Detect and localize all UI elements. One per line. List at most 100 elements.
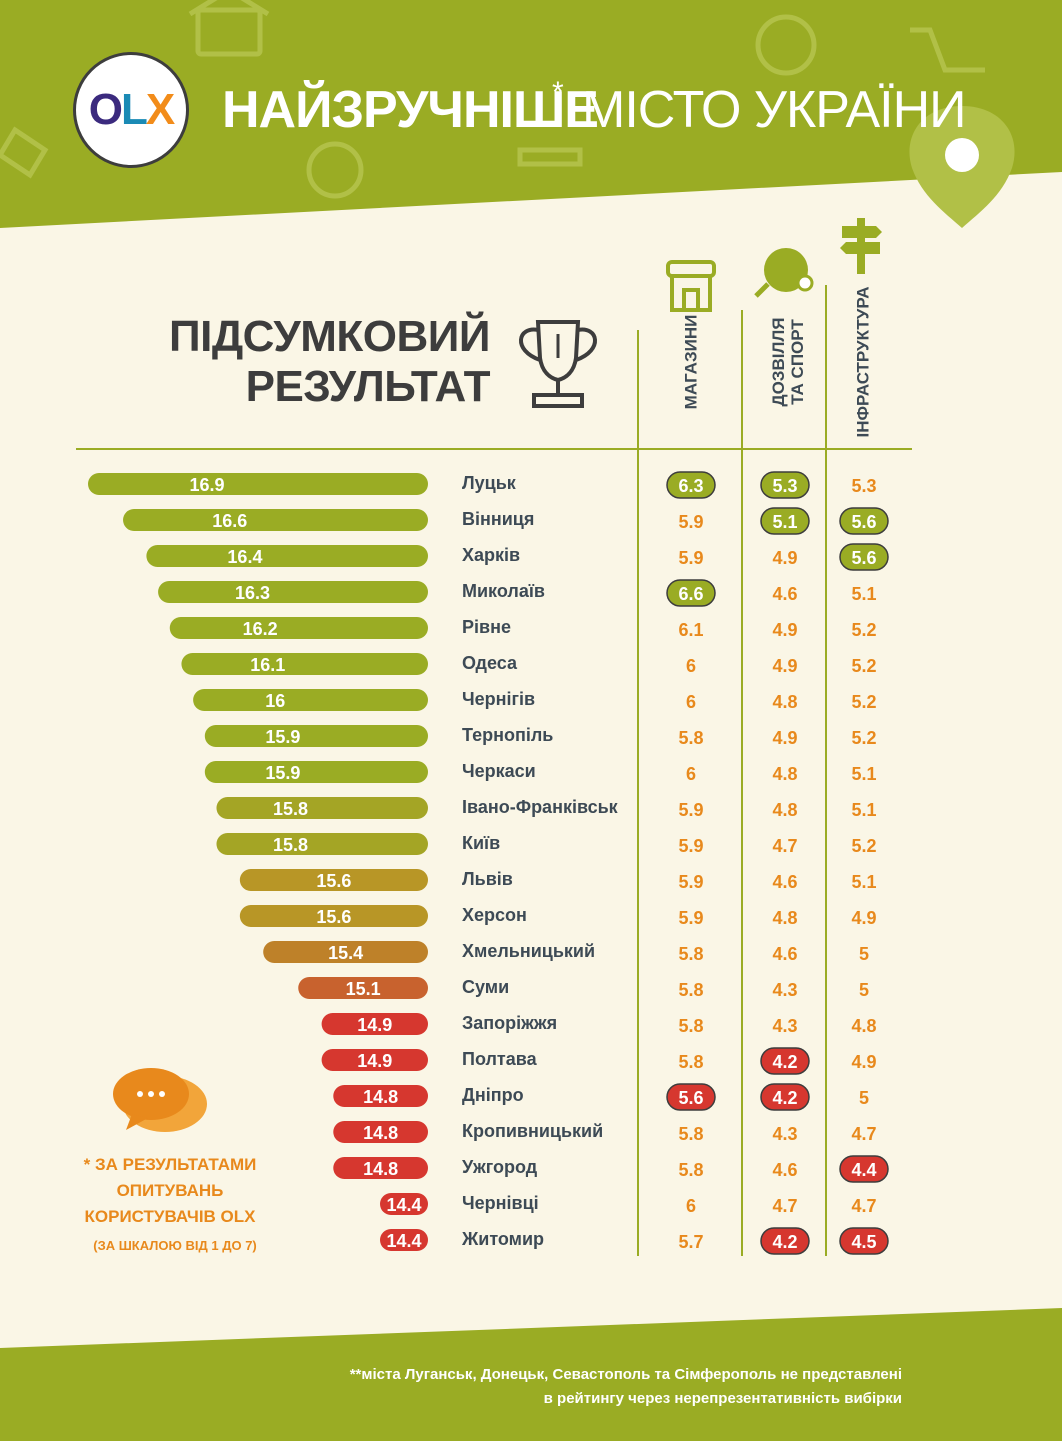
- score-leisure: 4.6: [772, 584, 797, 604]
- city-label: Черкаси: [462, 761, 536, 781]
- total-value-label: 15.1: [346, 979, 381, 999]
- score-shops: 5.8: [678, 980, 703, 1000]
- total-value-label: 14.9: [357, 1015, 392, 1035]
- total-value-label: 15.8: [273, 799, 308, 819]
- city-label: Вінниця: [462, 509, 534, 529]
- score-shops: 5.9: [678, 512, 703, 532]
- score-infra: 5.2: [851, 656, 876, 676]
- survey-note-line-2: ОПИТУВАНЬ: [116, 1181, 224, 1200]
- city-label: Дніпро: [462, 1085, 524, 1105]
- score-infra: 4.9: [851, 1052, 876, 1072]
- total-bar: [193, 689, 428, 711]
- score-infra: 5.1: [851, 872, 876, 892]
- best-score-badge: [666, 471, 716, 499]
- total-bar: [169, 617, 428, 639]
- city-label: Тернопіль: [462, 725, 553, 745]
- city-label: Миколаїв: [462, 581, 545, 601]
- score-shops: 5.8: [678, 1016, 703, 1036]
- score-shops: 5.6: [678, 1088, 703, 1108]
- score-shops: 6.6: [678, 584, 703, 604]
- score-leisure: 5.3: [772, 476, 797, 496]
- score-infra: 5.2: [851, 692, 876, 712]
- chat-bubbles-icon: [113, 1068, 207, 1132]
- best-score-badge: [666, 579, 716, 607]
- total-bar: [380, 1229, 428, 1251]
- score-leisure: 4.3: [772, 1016, 797, 1036]
- city-label: Хмельницький: [462, 941, 595, 961]
- result-title-line-2: РЕЗУЛЬТАТ: [245, 362, 491, 411]
- best-score-badge: [839, 543, 889, 571]
- score-leisure: 4.2: [772, 1052, 797, 1072]
- header-band: [0, 0, 1062, 228]
- score-leisure: 4.9: [772, 620, 797, 640]
- score-shops: 5.9: [678, 836, 703, 856]
- city-label: Херсон: [462, 905, 527, 925]
- score-shops: 5.8: [678, 944, 703, 964]
- score-leisure: 4.2: [772, 1088, 797, 1108]
- title-star: *: [552, 76, 564, 109]
- score-infra: 5.2: [851, 620, 876, 640]
- total-bar: [321, 1013, 428, 1035]
- score-infra: 5: [859, 980, 869, 1000]
- score-leisure: 4.8: [772, 908, 797, 928]
- trophy-icon: [519, 320, 597, 408]
- score-leisure: 4.2: [772, 1232, 797, 1252]
- city-label: Запоріжжя: [462, 1013, 557, 1033]
- city-label: Київ: [462, 833, 500, 853]
- total-value-label: 14.9: [357, 1051, 392, 1071]
- worst-score-badge: [839, 1155, 889, 1183]
- score-shops: 6: [686, 656, 696, 676]
- footer-band: [0, 1308, 1062, 1441]
- location-pin-icon: [909, 106, 1015, 228]
- total-value-label: 16.3: [235, 583, 270, 603]
- score-shops: 6.1: [678, 620, 703, 640]
- footer-note-line-2: в рейтингу через нерепрезентативність ви…: [543, 1390, 902, 1407]
- score-infra: 5.2: [851, 728, 876, 748]
- survey-note-line-3: КОРИСТУВАЧІВ OLX: [84, 1207, 256, 1226]
- score-infra: 4.7: [851, 1196, 876, 1216]
- total-value-label: 16.6: [212, 511, 247, 531]
- total-bar: [146, 545, 428, 567]
- score-infra: 4.7: [851, 1124, 876, 1144]
- score-shops: 5.9: [678, 872, 703, 892]
- score-leisure: 4.8: [772, 692, 797, 712]
- score-infra: 5: [859, 1088, 869, 1108]
- score-infra: 4.5: [851, 1232, 876, 1252]
- score-leisure: 4.6: [772, 1160, 797, 1180]
- footer-note: **міста Луганськ, Донецьк, Севастополь т…: [302, 1363, 902, 1411]
- total-value-label: 14.8: [363, 1123, 398, 1143]
- score-infra: 5.1: [851, 764, 876, 784]
- score-leisure: 4.8: [772, 800, 797, 820]
- total-value-label: 15.6: [316, 871, 351, 891]
- total-value-label: 16.2: [243, 619, 278, 639]
- score-leisure: 4.3: [772, 980, 797, 1000]
- total-value-label: 16.9: [189, 475, 224, 495]
- score-infra: 4.9: [851, 908, 876, 928]
- worst-score-badge: [760, 1047, 810, 1075]
- score-shops: 6: [686, 764, 696, 784]
- total-bar: [204, 725, 428, 747]
- decor-icons: [0, 0, 985, 199]
- score-infra: 5.6: [851, 548, 876, 568]
- total-bar: [321, 1049, 428, 1071]
- score-leisure: 5.1: [772, 512, 797, 532]
- score-infra: 5.6: [851, 512, 876, 532]
- score-shops: 6: [686, 692, 696, 712]
- score-shops: 5.9: [678, 908, 703, 928]
- score-infra: 5.3: [851, 476, 876, 496]
- total-bar: [239, 905, 428, 927]
- worst-score-badge: [666, 1083, 716, 1111]
- score-shops: 5.9: [678, 548, 703, 568]
- total-bar: [333, 1121, 428, 1143]
- total-value-label: 15.4: [328, 943, 363, 963]
- score-leisure: 4.7: [772, 1196, 797, 1216]
- total-bar: [333, 1157, 428, 1179]
- score-leisure: 4.9: [772, 656, 797, 676]
- score-shops: 5.8: [678, 1124, 703, 1144]
- score-shops: 5.8: [678, 728, 703, 748]
- score-leisure: 4.3: [772, 1124, 797, 1144]
